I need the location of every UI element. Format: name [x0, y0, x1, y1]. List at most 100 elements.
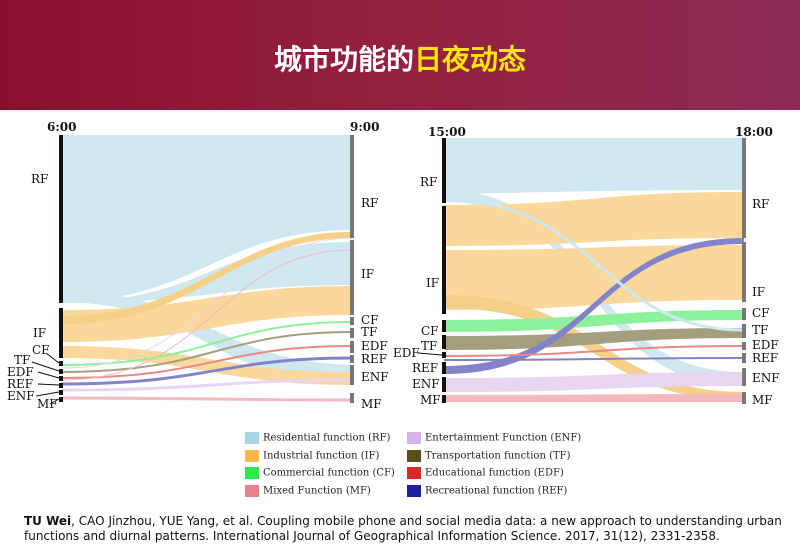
left-6-label-rf: RF	[31, 172, 48, 186]
citation-text: , CAO Jinzhou, YUE Yang, et al. Coupling…	[24, 514, 782, 543]
title-prefix: 城市功能的	[273, 43, 414, 76]
right-18-label-cf: CF	[752, 306, 770, 320]
left-6-label-cf: CF	[32, 343, 50, 357]
legend-swatch-edf	[407, 467, 421, 479]
right-18-label-mf: MF	[752, 393, 773, 407]
legend-label-edf: Educational function (EDF)	[425, 467, 564, 479]
node-left-9-tf	[350, 328, 354, 338]
left-6-label-enf: ENF	[7, 389, 35, 403]
node-right-18-if	[742, 242, 746, 302]
flow-right-thread-3	[443, 357, 745, 361]
slide-title: 城市功能的日夜动态	[0, 38, 800, 78]
legend-item-ref: Recreational function (REF)	[407, 485, 567, 497]
node-left-6-cf	[59, 361, 63, 366]
node-right-18-tf	[742, 324, 746, 338]
node-left-6-if	[59, 308, 63, 358]
right-15-label-enf: ENF	[412, 377, 440, 391]
legend-label-rf: Residential function (RF)	[263, 432, 391, 444]
node-right-18-edf	[742, 342, 746, 350]
right-18-label-rf: RF	[752, 197, 769, 211]
sankey-left: 6:00 9:00 RF IF CF TF EDF REF ENF MF RF …	[7, 120, 389, 411]
flow-left-rf-rf	[62, 135, 352, 302]
legend-item-mf: Mixed Function (MF)	[245, 485, 371, 497]
flow-left-thread-5	[61, 378, 353, 392]
right-18-label-if: IF	[752, 285, 765, 299]
time-label-15: 15:00	[428, 125, 466, 139]
node-left-6-enf	[59, 390, 63, 395]
flow-right-thread-1	[443, 345, 745, 357]
flow-right-if-rf	[444, 192, 744, 246]
legend-swatch-if	[245, 450, 259, 462]
citation: TU Wei, CAO Jinzhou, YUE Yang, et al. Co…	[24, 514, 784, 544]
node-left-9-mf	[350, 393, 354, 403]
flow-left-rf-enf	[62, 290, 352, 380]
legend-label-if: Industrial function (IF)	[263, 450, 380, 462]
flow-right-enf	[444, 372, 744, 392]
legend-item-tf: Transportation function (TF)	[407, 450, 570, 462]
node-left-9-enf	[350, 365, 354, 385]
legend-swatch-tf	[407, 450, 421, 462]
left-9-label-ref: REF	[361, 352, 387, 366]
time-label-6: 6:00	[47, 120, 76, 134]
flow-right-thread-2	[443, 198, 745, 332]
node-right-15-cf	[442, 320, 446, 332]
flow-left-if-rf	[62, 232, 352, 324]
flow-left-thread-2	[61, 331, 353, 373]
flow-left-thread-7	[61, 237, 353, 369]
right-15-label-ref: REF	[412, 361, 438, 375]
flow-right-if-if	[444, 245, 744, 310]
sankey-diagrams: 6:00 9:00 RF IF CF TF EDF REF ENF MF RF …	[7, 120, 780, 411]
header-banner	[0, 0, 800, 110]
left-9-label-edf: EDF	[361, 339, 388, 353]
node-right-18-enf	[742, 368, 746, 386]
node-left-9-if	[350, 240, 354, 315]
right-18-label-tf: TF	[752, 323, 768, 337]
right-15-label-cf: CF	[421, 324, 439, 338]
node-left-6-tf	[59, 369, 63, 374]
node-right-15-rf	[442, 138, 446, 203]
node-right-15-ref	[442, 362, 446, 374]
flow-left-thread-1	[61, 321, 353, 366]
legend-label-enf: Entertainment Function (ENF)	[425, 432, 582, 444]
legend-swatch-ref	[407, 485, 421, 497]
node-left-6-ref	[59, 383, 63, 388]
legend-label-ref: Recreational function (REF)	[425, 485, 568, 497]
node-left-6-mf	[59, 397, 63, 402]
node-right-18-mf	[742, 392, 746, 404]
left-9-label-enf: ENF	[361, 370, 389, 384]
legend-item-edf: Educational function (EDF)	[407, 467, 564, 479]
node-left-9-edf	[350, 341, 354, 353]
left-9-label-if: IF	[361, 267, 374, 281]
left-6-label-ref: REF	[7, 377, 33, 391]
right-15-label-mf: MF	[420, 393, 441, 407]
left-6-label-mf: MF	[37, 397, 58, 411]
node-left-6-rf	[59, 135, 63, 303]
flow-left-thread-3	[61, 345, 353, 379]
flow-right-tf	[444, 328, 744, 350]
node-left-6-edf	[59, 376, 63, 381]
node-right-15-if	[442, 206, 446, 314]
node-right-18-cf	[742, 308, 746, 320]
legend: Residential function (RF) Industrial fun…	[245, 430, 665, 502]
right-15-label-edf: EDF	[393, 346, 420, 360]
left-9-label-mf: MF	[361, 397, 382, 411]
title-highlight: 日夜动态	[414, 43, 527, 76]
flow-right-mf	[444, 394, 744, 402]
node-right-15-edf	[442, 352, 446, 358]
node-right-15-mf	[442, 395, 446, 403]
flow-right-rf-rf	[444, 138, 744, 194]
legend-item-cf: Commercial function (CF)	[245, 467, 395, 479]
time-label-9: 9:00	[350, 120, 379, 134]
right-15-label-tf: TF	[421, 339, 437, 353]
node-right-15-tf	[442, 335, 446, 349]
legend-swatch-mf	[245, 485, 259, 497]
flow-left-thread-8	[61, 249, 353, 381]
flow-right-ref-if	[444, 238, 744, 374]
node-left-9-ref	[350, 355, 354, 363]
left-9-label-rf: RF	[361, 196, 378, 210]
node-left-9-rf	[350, 135, 354, 238]
flow-left-thread-6	[61, 396, 353, 402]
node-right-18-rf	[742, 138, 746, 238]
left-9-label-cf: CF	[361, 313, 379, 327]
legend-swatch-enf	[407, 432, 421, 444]
